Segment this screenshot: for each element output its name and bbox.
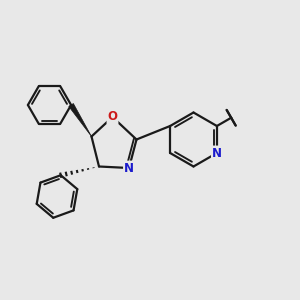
- Text: O: O: [107, 110, 118, 124]
- Text: N: N: [124, 161, 134, 175]
- Polygon shape: [69, 103, 92, 136]
- Text: N: N: [212, 146, 222, 160]
